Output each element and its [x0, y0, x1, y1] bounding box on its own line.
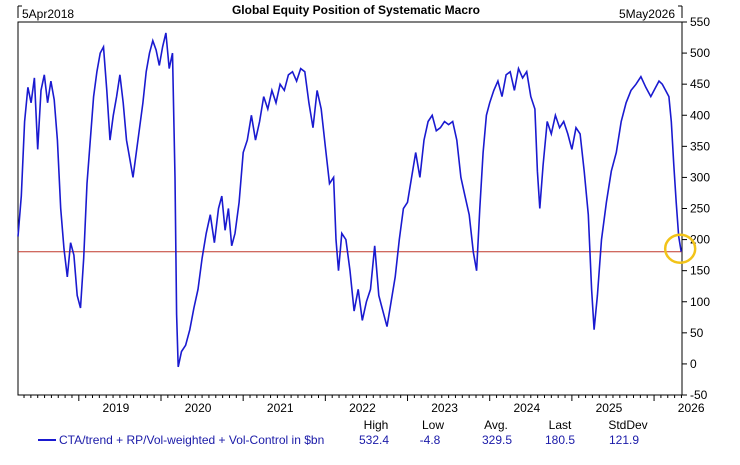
stat-value-last: 180.5 — [545, 433, 575, 447]
y-tick-label: 450 — [690, 77, 710, 91]
stat-value-high: 532.4 — [359, 433, 389, 447]
y-tick-label: 150 — [690, 264, 710, 278]
stats-table: High Low Avg. Last StdDev 532.4 -4.8 329… — [359, 418, 648, 447]
end-date-box: 5May2026 — [619, 5, 683, 21]
x-axis-ticks: 2019 2020 2021 2022 2023 2024 2025 2026 — [23, 395, 705, 415]
y-tick-label: 550 — [690, 15, 710, 29]
y-tick-label: 250 — [690, 202, 710, 216]
y-tick-label: 100 — [690, 295, 710, 309]
stat-header-last: Last — [549, 418, 572, 432]
stat-value-low: -4.8 — [420, 433, 441, 447]
end-date: 5May2026 — [619, 7, 675, 21]
series-line — [17, 32, 682, 368]
y-tick-label: 0 — [690, 357, 697, 371]
chart-title: Global Equity Position of Systematic Mac… — [232, 3, 480, 17]
stat-header-stddev: StdDev — [608, 418, 647, 432]
y-tick-label: 350 — [690, 139, 710, 153]
stat-header-low: Low — [422, 418, 444, 432]
y-tick-label: 50 — [690, 326, 704, 340]
x-tick-label: 2021 — [267, 401, 294, 415]
x-tick-label: 2019 — [103, 401, 130, 415]
x-tick-label: 2022 — [349, 401, 376, 415]
x-tick-label: 2026 — [678, 401, 705, 415]
start-date-box: 5Apr2018 — [17, 5, 74, 21]
y-tick-label: 400 — [690, 108, 710, 122]
legend: CTA/trend + RP/Vol-weighted + Vol-Contro… — [38, 433, 324, 447]
legend-label: CTA/trend + RP/Vol-weighted + Vol-Contro… — [59, 433, 324, 447]
y-tick-label: -50 — [690, 388, 708, 402]
plot-frame — [17, 21, 683, 396]
start-date: 5Apr2018 — [22, 7, 74, 21]
stat-value-stddev: 121.9 — [609, 433, 639, 447]
stat-header-avg: Avg. — [484, 418, 508, 432]
stat-value-avg: 329.5 — [482, 433, 512, 447]
x-tick-label: 2024 — [513, 401, 540, 415]
plot-axes — [17, 21, 683, 396]
x-tick-label: 2023 — [431, 401, 458, 415]
y-tick-label: 500 — [690, 46, 710, 60]
highlight-circle — [663, 233, 697, 264]
x-tick-label: 2025 — [596, 401, 623, 415]
y-tick-label: 300 — [690, 170, 710, 184]
stat-header-high: High — [364, 418, 389, 432]
x-tick-label: 2020 — [185, 401, 212, 415]
